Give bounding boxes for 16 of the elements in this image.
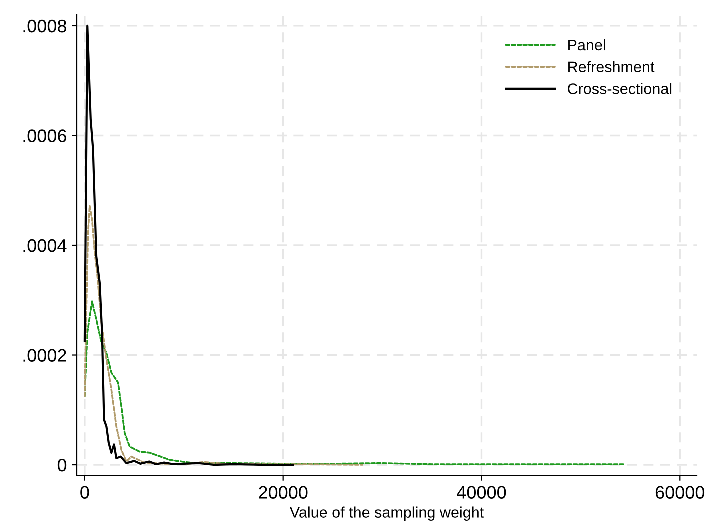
legend-label: Cross-sectional [568, 83, 672, 94]
legend-label: Refreshment [568, 61, 655, 73]
x-axis-title: Value of the sampling weight [290, 506, 484, 521]
x-tick-label: 0 [80, 486, 90, 499]
y-tick-label: .0004 [24, 239, 67, 252]
y-tick-label: 0 [58, 458, 67, 472]
y-tick-label: .0002 [24, 349, 66, 362]
x-tick-label: 60000 [656, 486, 705, 499]
y-tick-label: .0006 [24, 130, 66, 142]
legend-label: Panel [568, 39, 606, 51]
y-tick-label: .0008 [24, 20, 66, 33]
line-series [84, 24, 294, 466]
line-series [84, 205, 364, 466]
x-tick-label: 40000 [457, 486, 506, 499]
x-tick-label: 20000 [259, 486, 308, 499]
line-series [84, 300, 626, 466]
